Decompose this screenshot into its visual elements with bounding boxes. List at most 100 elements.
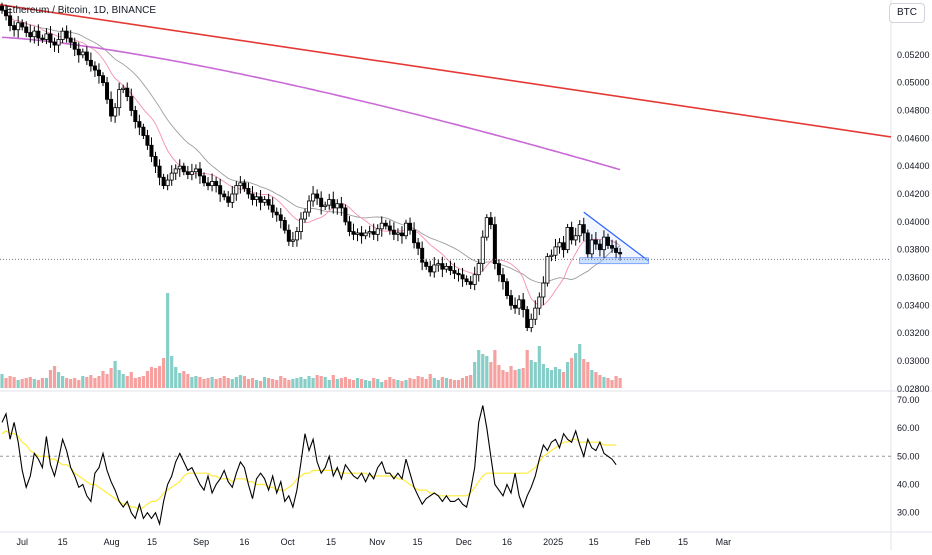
volume-bar	[331, 375, 335, 388]
time-axis-label: 2025	[543, 537, 563, 547]
volume-bar	[250, 378, 255, 388]
volume-bar	[545, 368, 549, 388]
volume-bar	[174, 367, 178, 388]
candle-body	[222, 193, 227, 198]
candle-body	[201, 175, 206, 184]
candle-body	[218, 185, 223, 195]
time-axis-label: 16	[239, 537, 249, 547]
volume-bar	[141, 376, 145, 388]
candle-body	[496, 263, 501, 276]
candle-body	[589, 239, 594, 255]
volume-bar	[384, 380, 388, 388]
volume-bar	[279, 376, 283, 388]
volume-bar	[186, 374, 190, 388]
candle-body	[315, 193, 320, 199]
volume-bar	[598, 375, 602, 388]
candle-body	[468, 281, 473, 285]
volume-bar	[335, 379, 339, 388]
candle-body	[403, 222, 408, 237]
volume-bar	[113, 361, 117, 388]
candle-body	[193, 168, 198, 173]
candle-body	[448, 265, 453, 271]
candle-body	[399, 232, 404, 237]
volume-bar	[65, 378, 69, 388]
currency-button[interactable]: BTC	[889, 3, 925, 23]
price-axis-label: 0.04800	[897, 105, 930, 115]
volume-bar	[190, 377, 194, 388]
volume-bar	[339, 378, 343, 388]
candle-body	[40, 37, 45, 40]
candle-body	[4, 9, 9, 17]
candle-body	[278, 214, 283, 221]
time-axis-label: Dec	[456, 537, 473, 547]
volume-bar	[460, 378, 465, 388]
volume-bar	[218, 378, 222, 388]
osc-axis-label: 50.00	[897, 451, 920, 461]
candle-body	[250, 193, 255, 200]
candle-body	[302, 211, 307, 220]
candle-body	[517, 299, 522, 309]
volume-bar	[16, 380, 20, 388]
candle-body	[242, 182, 247, 189]
volume-bar	[420, 377, 424, 388]
volume-bar	[408, 378, 412, 388]
candle-body	[48, 33, 53, 43]
candle-body	[270, 204, 275, 213]
time-axis-label: Nov	[369, 537, 386, 547]
candle-body	[395, 232, 400, 235]
time-axis-label: Aug	[104, 537, 120, 547]
volume-bar	[529, 360, 533, 388]
candle-body	[541, 282, 546, 298]
candle-body	[618, 252, 623, 255]
candle-body	[573, 235, 578, 241]
volume-bar	[246, 379, 251, 388]
volume-bar	[376, 379, 380, 388]
candle-body	[577, 224, 582, 237]
volume-bar	[48, 370, 53, 388]
candle-body	[593, 239, 598, 245]
candle-body	[379, 222, 384, 230]
price-axis-label: 0.03000	[897, 356, 930, 366]
volume-bar	[392, 379, 396, 388]
volume-bar	[93, 378, 97, 388]
candle-body	[488, 217, 493, 226]
candle-body	[88, 59, 93, 67]
candle-body	[387, 225, 392, 231]
candle-body	[545, 256, 550, 284]
triangle-support-zone	[579, 257, 649, 265]
candle-body	[84, 51, 89, 61]
volume-bar	[85, 377, 89, 388]
volume-bar	[303, 379, 307, 388]
volume-bar	[440, 377, 444, 388]
volume-bar	[291, 379, 295, 388]
volume-bar	[594, 372, 598, 388]
volume-bar	[162, 358, 166, 388]
volume-bar	[412, 379, 416, 388]
volume-bar	[388, 377, 392, 388]
volume-bar	[444, 378, 448, 388]
volume-bar	[271, 379, 275, 388]
candle-body	[96, 69, 101, 77]
price-axis-label: 0.03400	[897, 300, 930, 310]
volume-bar	[73, 378, 77, 388]
volume-bar	[149, 367, 154, 388]
candle-body	[500, 274, 505, 283]
volume-bar	[242, 376, 246, 388]
candle-body	[185, 171, 190, 175]
price-axis-label: 0.04400	[897, 161, 930, 171]
volume-bar	[307, 376, 311, 388]
candle-body	[165, 179, 170, 187]
volume-bar	[182, 371, 186, 388]
volume-bar	[327, 380, 331, 388]
candle-body	[339, 203, 344, 209]
candle-body	[460, 274, 465, 280]
volume-bar	[537, 346, 541, 388]
price-axis-label: 0.04200	[897, 189, 930, 199]
volume-bar	[570, 358, 574, 388]
volume-bar	[97, 376, 101, 388]
osc-main-line	[1, 405, 617, 527]
candle-body	[355, 232, 360, 235]
osc-axis-label: 60.00	[897, 423, 920, 433]
